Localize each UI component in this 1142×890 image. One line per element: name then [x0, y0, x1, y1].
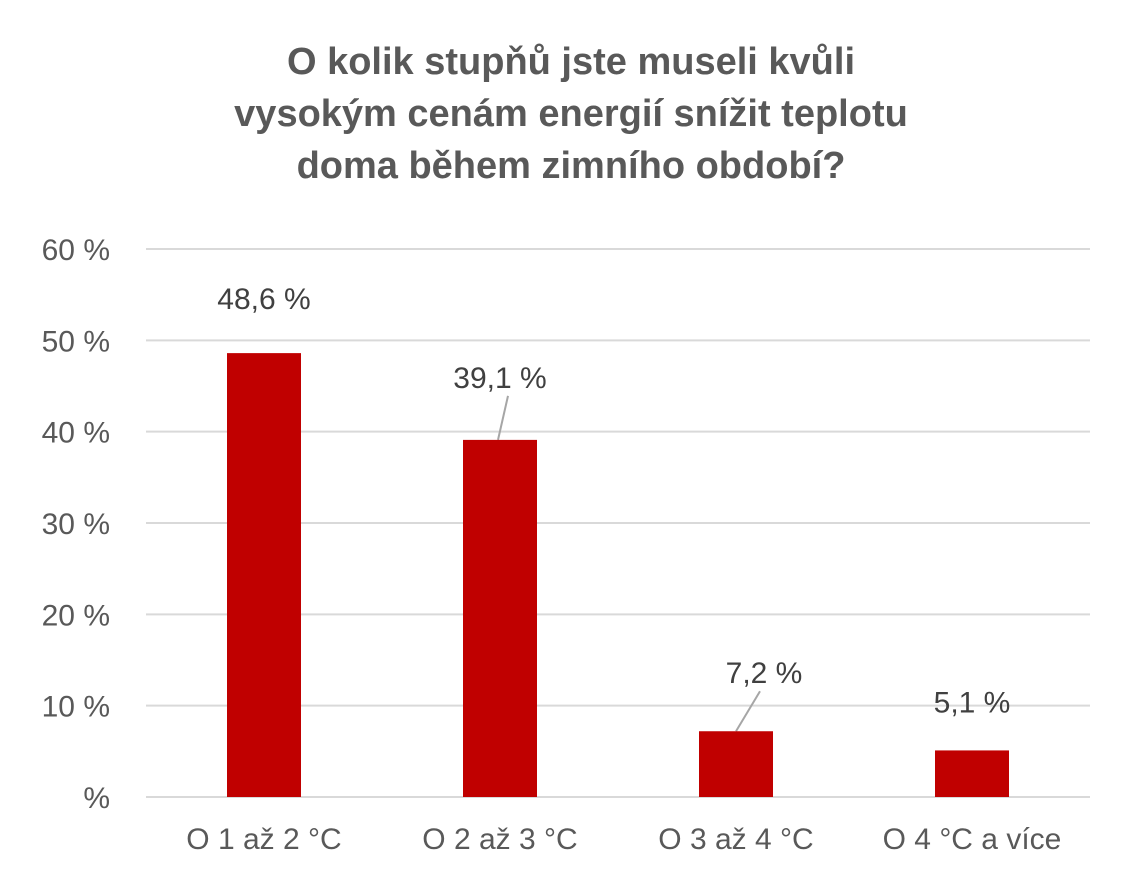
y-tick-label: % [83, 782, 110, 815]
data-label: 48,6 % [217, 283, 310, 316]
data-label: 39,1 % [453, 362, 546, 395]
y-tick-label: 20 % [42, 599, 110, 632]
category-label: O 2 až 3 °C [422, 823, 577, 856]
bar [463, 439, 537, 797]
bar [699, 731, 773, 797]
category-labels: O 1 až 2 °C O 2 až 3 °C O 3 až 4 °C O 4 °C … [186, 823, 1061, 856]
chart-title-line: doma během zimního období? [296, 145, 846, 187]
chart-title-line: vysokým cenám energií snížit teplotu [234, 93, 908, 135]
y-tick-label: 60 % [42, 234, 110, 267]
y-tick-label: 30 % [42, 508, 110, 541]
y-axis-tick-labels: % 10 % 20 % 30 % 40 % 50 % 60 % [42, 234, 110, 815]
category-label: O 1 až 2 °C [186, 823, 341, 856]
bar [935, 750, 1009, 797]
y-tick-label: 40 % [42, 417, 110, 450]
y-tick-label: 10 % [42, 691, 110, 724]
category-label: O 4 °C a více [883, 823, 1062, 856]
data-label-leader-lines [497, 395, 761, 732]
data-label: 7,2 % [726, 657, 803, 690]
leader-line [497, 395, 509, 441]
chart-title: O kolik stupňů jste museli kvůli vysokým… [0, 36, 1142, 192]
chart-title-line: O kolik stupňů jste museli kvůli [286, 41, 856, 83]
bar [227, 353, 301, 797]
gridlines [146, 248, 1090, 798]
category-label: O 3 až 4 °C [658, 823, 813, 856]
y-tick-label: 50 % [42, 325, 110, 358]
data-labels: 48,6 % 39,1 % 7,2 % 5,1 % [217, 283, 1010, 719]
data-label: 5,1 % [934, 686, 1011, 719]
bars [227, 353, 1009, 797]
leader-line [735, 690, 761, 732]
